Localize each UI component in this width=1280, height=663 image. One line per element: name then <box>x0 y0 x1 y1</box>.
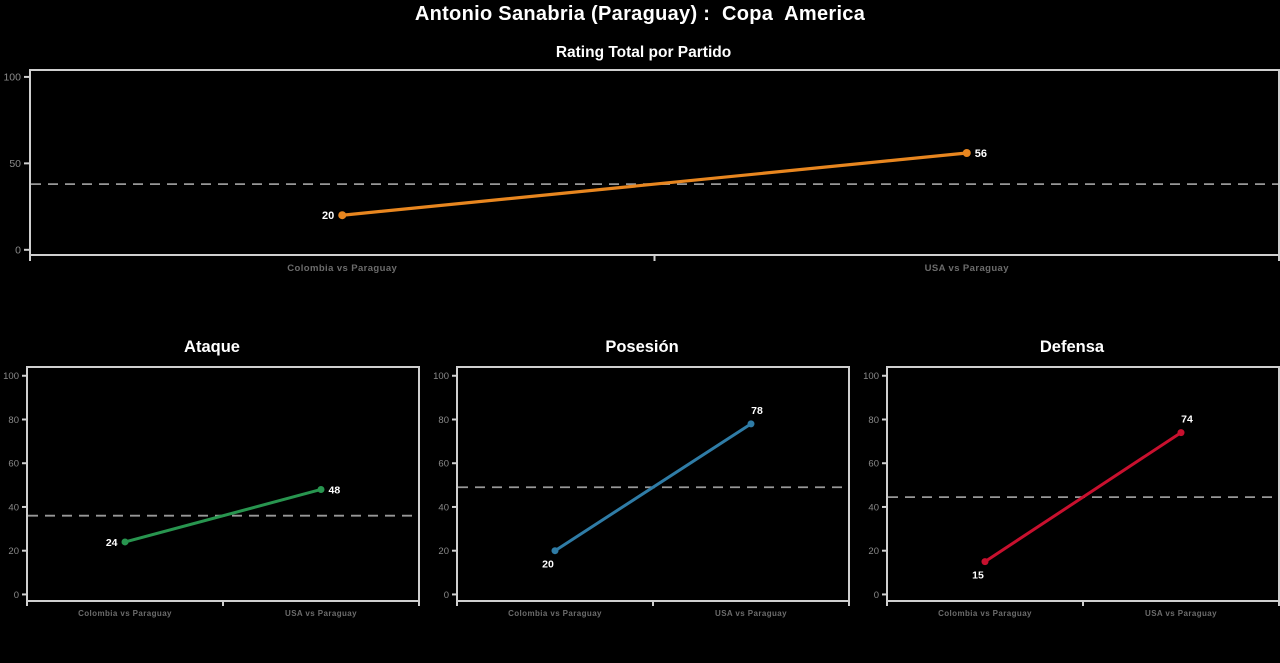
data-point-label: 78 <box>751 405 763 417</box>
y-tick-label: 0 <box>15 244 21 256</box>
data-point-marker <box>317 485 325 493</box>
data-point-marker <box>121 538 129 546</box>
category-label: Colombia vs Paraguay <box>287 263 397 274</box>
y-tick-label: 0 <box>444 590 449 601</box>
data-point-marker <box>962 148 971 157</box>
series-line <box>983 431 1183 564</box>
data-point-marker <box>747 420 755 428</box>
data-point-label: 48 <box>329 484 341 496</box>
y-tick-label: 40 <box>8 502 19 513</box>
y-tick-label: 50 <box>9 158 21 170</box>
chart-title-rating-total: Rating Total por Partido <box>555 44 732 61</box>
data-point-label: 74 <box>1181 414 1193 426</box>
y-tick-label: 60 <box>868 459 879 470</box>
data-point-label: 15 <box>972 570 984 582</box>
y-tick-label: 40 <box>868 502 879 513</box>
category-label: Colombia vs Paraguay <box>78 609 172 618</box>
category-label: Colombia vs Paraguay <box>938 609 1032 618</box>
y-tick-label: 20 <box>868 546 879 557</box>
series-line <box>123 487 323 544</box>
category-label: USA vs Paraguay <box>285 609 357 618</box>
y-tick-label: 60 <box>438 459 449 470</box>
series-line <box>553 422 753 553</box>
y-tick-label: 20 <box>438 546 449 557</box>
page-title: Antonio Sanabria (Paraguay) : Copa Ameri… <box>414 3 866 25</box>
plot-border <box>26 366 420 602</box>
y-tick-label: 80 <box>438 415 449 426</box>
y-tick-label: 80 <box>8 415 19 426</box>
category-label: Colombia vs Paraguay <box>508 609 602 618</box>
data-point-marker <box>1177 429 1185 437</box>
y-tick-label: 40 <box>438 502 449 513</box>
y-tick-label: 80 <box>868 415 879 426</box>
y-tick-label: 0 <box>874 590 879 601</box>
y-tick-label: 100 <box>3 71 21 83</box>
plot-border <box>886 366 1280 602</box>
plot-border <box>29 69 1280 256</box>
y-tick-label: 100 <box>433 371 449 382</box>
y-tick-label: 100 <box>863 371 879 382</box>
y-tick-label: 20 <box>8 546 19 557</box>
y-tick-label: 0 <box>14 590 19 601</box>
data-point-marker <box>338 211 347 220</box>
category-label: USA vs Paraguay <box>715 609 787 618</box>
data-point-label: 20 <box>542 559 554 571</box>
chart-title-defensa: Defensa <box>1039 338 1105 356</box>
data-point-label: 24 <box>106 537 118 549</box>
y-tick-label: 100 <box>3 371 19 382</box>
chart-defensa: 0 20 40 60 80 100 Colombia vs Paraguay USA vs P… <box>863 366 1280 618</box>
series-line <box>340 151 969 217</box>
data-point-marker <box>981 558 989 566</box>
chart-ataque: 0 20 40 60 80 100 Colombia vs Paraguay USA vs P… <box>3 366 420 618</box>
category-label: USA vs Paraguay <box>925 263 1010 274</box>
chart-title-ataque: Ataque <box>184 338 240 356</box>
category-label: USA vs Paraguay <box>1145 609 1217 618</box>
data-point-marker <box>551 547 559 555</box>
chart-title-posesion: Posesión <box>605 338 679 356</box>
chart-posesion: 0 20 40 60 80 100 Colombia vs Paraguay USA vs P… <box>433 366 850 618</box>
y-tick-label: 60 <box>8 459 19 470</box>
data-point-label: 20 <box>322 210 334 222</box>
chart-rating-total: 0 50 100 Colombia vs Paraguay USA vs Paragua… <box>3 69 1280 274</box>
plot-border <box>456 366 850 602</box>
data-point-label: 56 <box>975 148 987 160</box>
